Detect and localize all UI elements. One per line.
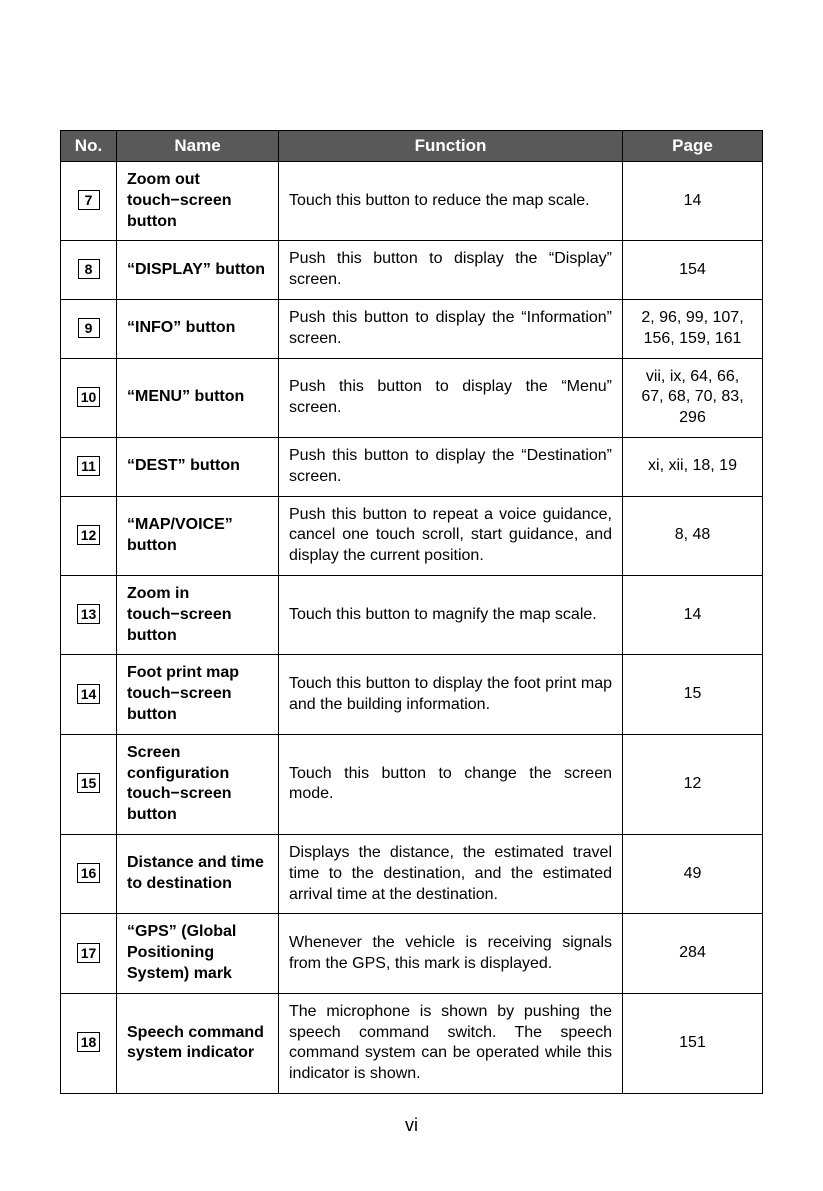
number-box: 11 [77,456,100,476]
cell-page: 2, 96, 99, 107, 156, 159, 161 [623,299,763,358]
cell-function: Touch this button to reduce the map scal… [279,162,623,241]
table-row: 15 Screen configuration touch−screen butt… [61,734,763,834]
number-box: 13 [77,604,101,624]
table-body: 7Zoom out touch−screen buttonTouch this … [61,162,763,1094]
number-box: 9 [78,318,100,338]
cell-function: Push this button to display the “Destina… [279,437,623,496]
cell-function: Push this button to display the “Menu” s… [279,358,623,437]
cell-no: 9 [61,299,117,358]
cell-name: Zoom in touch−screen button [117,575,279,654]
cell-name: Distance and time to destination [117,834,279,913]
number-box: 16 [77,863,101,883]
number-box: 14 [77,684,101,704]
number-box: 17 [77,943,101,963]
cell-name: Zoom out touch−screen button [117,162,279,241]
cell-function: Touch this button to magnify the map sca… [279,575,623,654]
page-number: vi [405,1115,418,1135]
cell-function: Touch this button to display the foot pr… [279,655,623,734]
table-row: 14 Foot print map touch−screen buttonTouc… [61,655,763,734]
number-box: 7 [78,190,100,210]
cell-no: 18 [61,993,117,1093]
cell-no: 17 [61,914,117,993]
cell-page: 154 [623,241,763,300]
header-no: No. [61,131,117,162]
cell-no: 11 [61,437,117,496]
cell-page: 284 [623,914,763,993]
cell-name: “DISPLAY” button [117,241,279,300]
cell-no: 14 [61,655,117,734]
cell-name: “MENU” button [117,358,279,437]
header-function: Function [279,131,623,162]
cell-page: 151 [623,993,763,1093]
cell-no: 7 [61,162,117,241]
cell-name: “DEST” button [117,437,279,496]
cell-page: 14 [623,162,763,241]
table-row: 17 “GPS” (Global Positioning System) mark… [61,914,763,993]
table-row: 18 Speech command system indicatorThe mic… [61,993,763,1093]
cell-function: Touch this button to change the screen m… [279,734,623,834]
cell-name: Speech command system indicator [117,993,279,1093]
cell-function: Push this button to repeat a voice guida… [279,496,623,575]
header-name: Name [117,131,279,162]
cell-function: Whenever the vehicle is receiving signal… [279,914,623,993]
cell-function: The microphone is shown by pushing the s… [279,993,623,1093]
cell-no: 10 [61,358,117,437]
cell-page: 12 [623,734,763,834]
number-box: 8 [78,259,100,279]
cell-page: 8, 48 [623,496,763,575]
cell-no: 12 [61,496,117,575]
cell-function: Push this button to display the “Display… [279,241,623,300]
table-row: 9 “INFO” buttonPush this button to displa… [61,299,763,358]
table-row: 12 “MAP/VOICE” buttonPush this button to … [61,496,763,575]
cell-no: 13 [61,575,117,654]
cell-function: Push this button to display the “Informa… [279,299,623,358]
cell-name: “GPS” (Global Positioning System) mark [117,914,279,993]
number-box: 18 [77,1032,101,1052]
header-page: Page [623,131,763,162]
number-box: 10 [77,387,101,407]
number-box: 15 [77,773,101,793]
cell-no: 8 [61,241,117,300]
table-row: 7 Zoom out touch−screen buttonTouch this … [61,162,763,241]
table-row: 11 “DEST” buttonPush this button to displ… [61,437,763,496]
cell-page: vii, ix, 64, 66, 67, 68, 70, 83, 296 [623,358,763,437]
table-row: 13 Zoom in touch−screen buttonTouch this … [61,575,763,654]
cell-name: “MAP/VOICE” button [117,496,279,575]
cell-page: 14 [623,575,763,654]
cell-name: Screen configuration touch−screen button [117,734,279,834]
number-box: 12 [77,525,101,545]
reference-table: No. Name Function Page 7 Zoom out touch−s… [60,130,763,1094]
table-header-row: No. Name Function Page [61,131,763,162]
table-row: 8 “DISPLAY” buttonPush this button to dis… [61,241,763,300]
table-row: 16 Distance and time to destinationDispla… [61,834,763,913]
cell-name: Foot print map touch−screen button [117,655,279,734]
cell-function: Displays the distance, the estimated tra… [279,834,623,913]
cell-page: 15 [623,655,763,734]
table-row: 10 “MENU” buttonPush this button to displ… [61,358,763,437]
cell-no: 16 [61,834,117,913]
cell-page: 49 [623,834,763,913]
cell-name: “INFO” button [117,299,279,358]
cell-no: 15 [61,734,117,834]
page-footer: vi [0,1115,823,1136]
cell-page: xi, xii, 18, 19 [623,437,763,496]
